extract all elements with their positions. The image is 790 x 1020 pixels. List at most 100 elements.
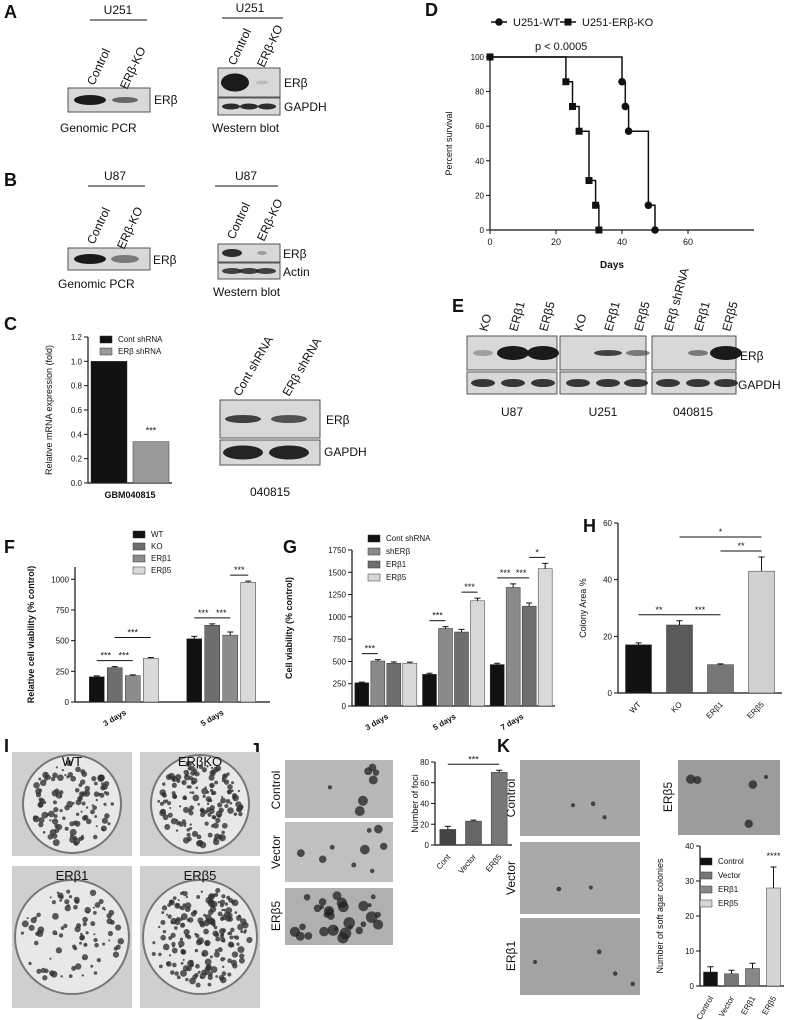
colony xyxy=(93,911,97,915)
colony xyxy=(238,957,245,964)
colony xyxy=(195,786,199,790)
error-bar xyxy=(758,556,765,572)
bar xyxy=(745,968,760,987)
legend-label: ERβ1 xyxy=(151,554,172,563)
significance: *** xyxy=(500,568,511,578)
colony xyxy=(212,838,220,846)
blot-label: ERβ5 xyxy=(184,868,217,883)
colony xyxy=(192,794,200,802)
focus xyxy=(570,803,575,808)
colony xyxy=(217,947,223,953)
band xyxy=(596,379,620,387)
bar xyxy=(521,605,537,707)
focus xyxy=(368,775,378,785)
focus xyxy=(337,932,349,944)
focus xyxy=(374,824,383,834)
colony xyxy=(58,933,64,938)
legend-label: ERβ shRNA xyxy=(118,347,162,356)
focus xyxy=(318,855,327,863)
colony xyxy=(184,933,190,939)
colony xyxy=(71,965,77,971)
band xyxy=(473,350,493,356)
colony xyxy=(80,792,85,796)
focus xyxy=(602,815,607,820)
x-tick-label: 0 xyxy=(487,237,492,247)
focus xyxy=(686,774,696,784)
legend-swatch xyxy=(367,534,381,543)
bar xyxy=(354,682,370,707)
blot-label: U251 xyxy=(589,405,618,419)
colony xyxy=(181,779,187,786)
band xyxy=(240,103,258,110)
colony xyxy=(104,813,110,819)
colony xyxy=(191,780,196,785)
colony xyxy=(50,776,56,782)
significance: *** xyxy=(198,608,209,618)
x-tick-label: ERβ1 xyxy=(704,700,725,721)
colony xyxy=(231,781,235,785)
y-tick-label: 80 xyxy=(475,88,484,97)
colony xyxy=(212,822,219,829)
error-bar xyxy=(209,623,216,626)
band xyxy=(626,350,650,356)
blot-label: 040815 xyxy=(673,405,713,419)
colony xyxy=(32,815,38,821)
colony xyxy=(36,968,42,974)
colony xyxy=(70,775,77,782)
colony xyxy=(49,957,52,960)
colony xyxy=(215,936,221,942)
photo xyxy=(520,918,640,995)
colony xyxy=(221,928,226,933)
error-bar xyxy=(494,662,501,665)
colony xyxy=(200,809,204,813)
y-tick-label: 30 xyxy=(685,877,694,886)
y-tick-label: 40 xyxy=(475,157,484,166)
legend-label: ERβ1 xyxy=(718,885,739,894)
colony xyxy=(189,977,196,985)
significance: *** xyxy=(234,565,245,575)
colony xyxy=(214,948,219,953)
colony xyxy=(172,778,176,782)
error-bar xyxy=(770,866,777,888)
focus xyxy=(355,926,363,935)
bar xyxy=(439,829,457,846)
colony xyxy=(213,951,220,958)
colony xyxy=(194,771,200,777)
band xyxy=(239,268,259,274)
colony xyxy=(227,912,233,919)
colony xyxy=(221,894,226,899)
error-bar xyxy=(111,666,118,668)
colony xyxy=(222,939,226,943)
focus xyxy=(354,806,365,817)
colony xyxy=(38,777,42,781)
colony xyxy=(67,771,74,778)
panel-letter: J xyxy=(250,740,260,760)
colony xyxy=(182,965,189,972)
bar xyxy=(186,638,202,703)
y-tick-label: 20 xyxy=(475,191,484,200)
colony xyxy=(195,963,200,969)
colony xyxy=(159,801,164,806)
colony xyxy=(89,889,97,896)
colony xyxy=(212,815,217,820)
colony xyxy=(108,909,115,916)
colony xyxy=(244,929,247,933)
colony xyxy=(187,836,192,842)
colony xyxy=(237,946,245,954)
colony xyxy=(68,974,73,979)
colony xyxy=(107,822,111,826)
colony xyxy=(73,904,78,910)
focus xyxy=(357,795,368,806)
colony xyxy=(195,939,203,946)
colony xyxy=(90,809,95,815)
colony xyxy=(167,812,173,818)
error-bar xyxy=(442,626,449,629)
colony xyxy=(20,931,24,935)
focus xyxy=(313,904,322,913)
colony xyxy=(186,832,191,837)
colony xyxy=(219,916,225,921)
bar xyxy=(132,441,170,484)
error-bar xyxy=(635,642,642,645)
focus xyxy=(360,844,370,855)
